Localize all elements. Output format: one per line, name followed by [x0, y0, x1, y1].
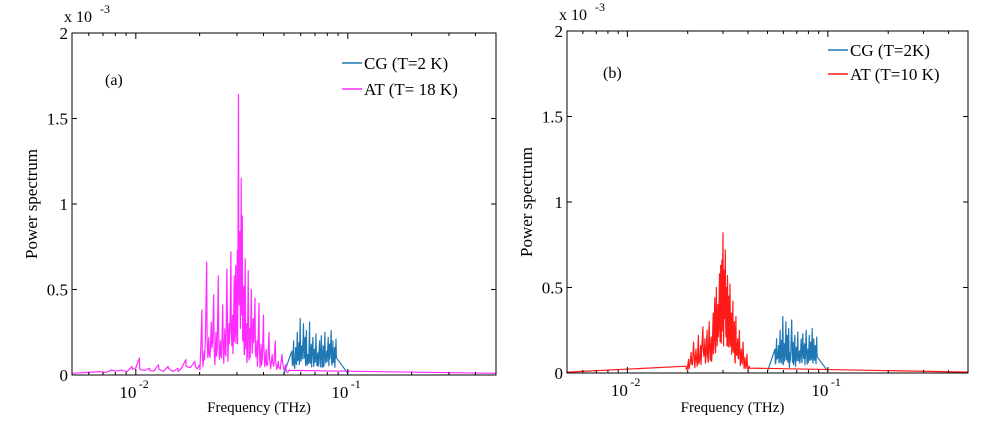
y-tick-label: 1.5	[542, 108, 563, 127]
series-cg-line	[283, 318, 349, 374]
x-tick-exponent: -2	[630, 375, 640, 389]
y-multiplier: x 10	[559, 7, 587, 24]
series-at-line	[71, 94, 497, 374]
legend-entry: CG (T=2K)	[850, 41, 930, 60]
panel-label: (b)	[603, 65, 622, 82]
legend-entry: AT (T=10 K)	[850, 65, 940, 84]
y-multiplier-exponent: -3	[100, 2, 110, 16]
y-tick-label: 1.5	[47, 110, 68, 129]
y-tick-label: 2	[555, 22, 564, 41]
y-axis-label: Power spectrum	[22, 149, 41, 259]
legend: CG (T=2 K) AT (T= 18 K)	[342, 54, 458, 99]
x-tick-exponent: -2	[139, 377, 149, 391]
y-tick-label: 1	[555, 193, 564, 212]
y-tick-label: 2	[60, 24, 69, 43]
y-multiplier-exponent: -3	[595, 0, 605, 14]
x-tick-label: 10	[119, 383, 136, 402]
x-axis-label: Frequency (THz)	[207, 400, 311, 416]
legend-entry: AT (T= 18 K)	[364, 80, 458, 99]
legend-entry: CG (T=2 K)	[364, 54, 448, 73]
y-tick-label: 1	[60, 195, 69, 214]
x-tick-label: 10	[811, 381, 828, 400]
legend: CG (T=2K) AT (T=10 K)	[828, 41, 940, 84]
panel-label: (a)	[105, 72, 123, 89]
x-tick-exponent: -1	[831, 375, 841, 389]
y-multiplier: x 10	[64, 9, 92, 26]
series-cg-line	[766, 316, 829, 372]
x-axis-label: Frequency (THz)	[681, 400, 785, 416]
plot-area	[71, 94, 497, 374]
y-axis-label: Power spectrum	[517, 147, 536, 257]
x-tick-exponent: -1	[351, 377, 361, 391]
y-tick-label: 0	[555, 364, 564, 383]
plot-area	[566, 232, 969, 373]
x-tick-label: 10	[331, 383, 348, 402]
series-at-line	[566, 232, 969, 373]
y-tick-label: 0.5	[47, 281, 68, 300]
y-tick-label: 0.5	[542, 279, 563, 298]
x-tick-label: 10	[611, 381, 628, 400]
y-tick-label: 0	[60, 366, 69, 385]
